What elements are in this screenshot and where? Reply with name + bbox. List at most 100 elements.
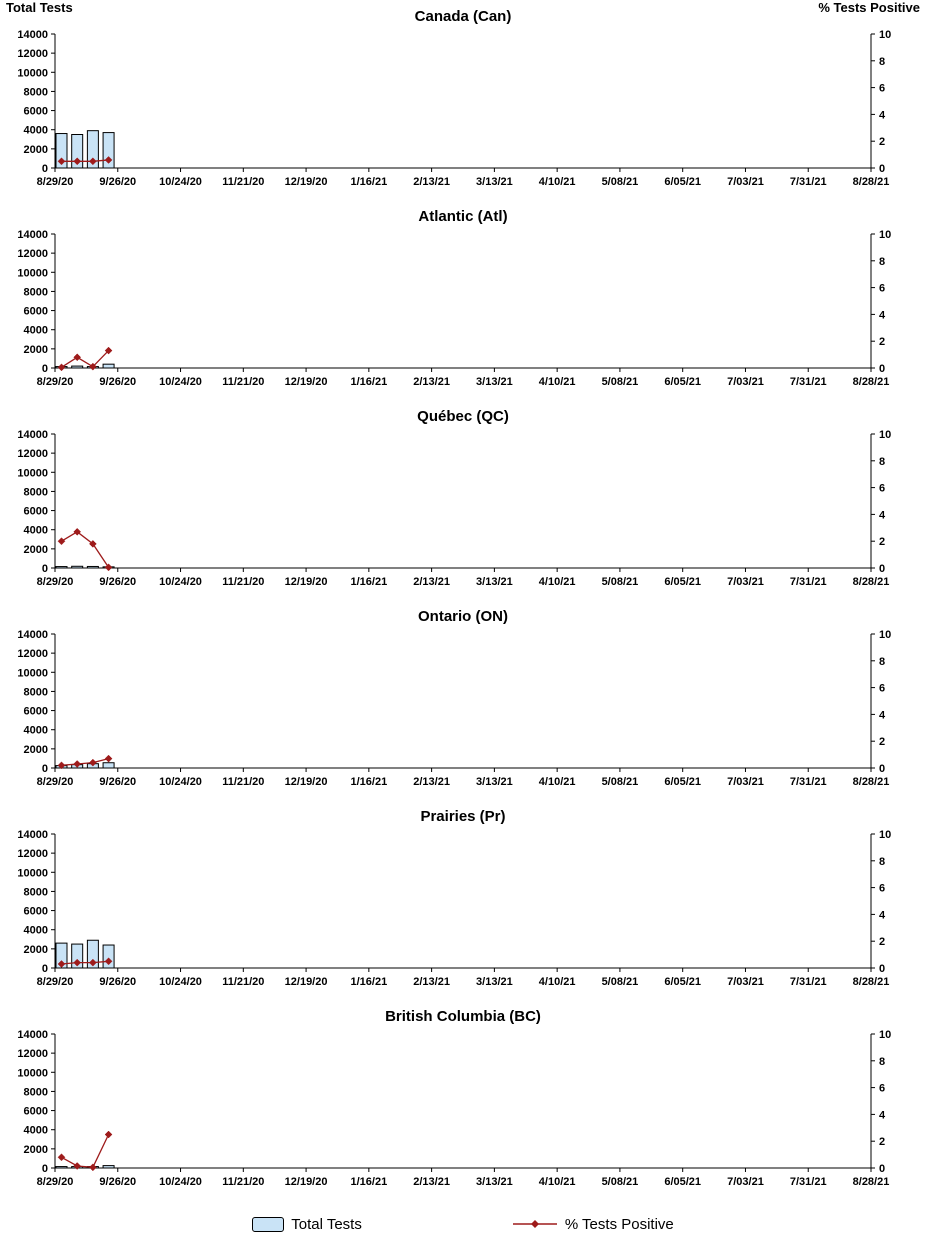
x-tick-label: 7/31/21 [790, 176, 827, 188]
total-tests-bar [102, 762, 115, 769]
x-tick-label: 5/08/21 [602, 976, 639, 988]
y-right-tick-label: 2 [879, 536, 885, 548]
pct-positive-marker [73, 760, 82, 768]
pct-positive-marker [57, 761, 66, 770]
y-right-tick-label: 6 [879, 83, 885, 95]
x-tick-label: 2/13/21 [413, 576, 450, 588]
chart-block-ontario: Ontario (ON) 0 2000 4000 6000 8000 10000 12000… [0, 600, 926, 800]
y-left-tick-label: 12000 [17, 848, 48, 860]
y-right-tick-label: 4 [879, 909, 886, 921]
chart-block-prairies: Prairies (Pr) 0 2000 4000 6000 8000 10000 1200… [0, 800, 926, 1000]
y-right-tick-label: 8 [879, 856, 885, 868]
chart-plot-canada: 0 2000 4000 6000 8000 10000 12000 14000 0 2 4 6 8 10 8… [17, 29, 891, 188]
y-left-tick-label: 12000 [17, 448, 48, 460]
x-tick-label: 10/24/20 [159, 776, 202, 788]
y-right-tick-label: 0 [879, 163, 885, 175]
pct-positive-marker [104, 957, 113, 966]
x-tick-label: 6/05/21 [664, 576, 701, 588]
y-left-tick-label: 0 [42, 563, 48, 575]
y-right-tick-label: 2 [879, 936, 885, 948]
chart-block-atlantic: Atlantic (Atl) 0 2000 4000 6000 8000 10000 120… [0, 200, 926, 400]
y-right-tick-label: 2 [879, 136, 885, 148]
y-right-tick-label: 8 [879, 1056, 885, 1068]
y-right-tick-label: 0 [879, 963, 885, 975]
chart-plot-british-columbia: 0 2000 4000 6000 8000 10000 12000 14000 0 2 4 6 8 10 8… [17, 1029, 891, 1188]
y-right-tick-label: 10 [879, 1029, 891, 1041]
x-tick-label: 6/05/21 [664, 376, 701, 388]
pct-positive-line [61, 960, 109, 965]
chart-title-ontario: Ontario (ON) [418, 608, 508, 625]
chart-plot-prairies: 0 2000 4000 6000 8000 10000 12000 14000 0 2 4 6 8 10 8… [17, 829, 891, 988]
x-tick-label: 7/03/21 [727, 1176, 764, 1188]
y-right-tick-label: 2 [879, 736, 885, 748]
chart-title-british-columbia: British Columbia (BC) [385, 1008, 541, 1025]
x-tick-label: 2/13/21 [413, 776, 450, 788]
pct-positive-marker [104, 754, 113, 763]
x-tick-label: 10/24/20 [159, 176, 202, 188]
pct-positive-line [61, 757, 109, 766]
x-tick-label: 5/08/21 [602, 776, 639, 788]
x-tick-label: 8/28/21 [853, 1176, 890, 1188]
pct-positive-marker [57, 1153, 66, 1162]
y-right-tick-label: 2 [879, 1136, 885, 1148]
x-tick-label: 8/28/21 [853, 176, 890, 188]
y-left-tick-label: 10000 [17, 667, 48, 679]
x-tick-label: 8/28/21 [853, 576, 890, 588]
total-tests-bar [55, 566, 68, 569]
total-tests-bar [86, 565, 99, 569]
x-tick-label: 7/31/21 [790, 976, 827, 988]
x-tick-label: 1/16/21 [350, 776, 387, 788]
y-right-tick-label: 10 [879, 829, 891, 841]
x-tick-label: 4/10/21 [539, 176, 576, 188]
y-right-tick-label: 8 [879, 456, 885, 468]
y-left-tick-label: 6000 [24, 306, 48, 318]
x-tick-label: 8/29/20 [37, 576, 74, 588]
pct-positive-marker [57, 363, 66, 372]
y-left-tick-label: 2000 [24, 544, 48, 556]
y-left-tick-label: 8000 [24, 886, 48, 898]
y-left-tick-label: 8000 [24, 1086, 48, 1098]
x-tick-label: 8/28/21 [853, 776, 890, 788]
y-left-tick-label: 2000 [24, 944, 48, 956]
pct-positive-marker [89, 1163, 97, 1172]
y-left-tick-label: 10000 [17, 467, 48, 479]
x-tick-label: 7/31/21 [790, 576, 827, 588]
y-left-tick-label: 12000 [17, 48, 48, 60]
pct-positive-marker [73, 958, 82, 967]
y-left-tick-label: 4000 [24, 125, 48, 137]
y-right-tick-label: 8 [879, 56, 885, 68]
y-left-tick-label: 4000 [24, 1125, 48, 1137]
pct-positive-marker [73, 157, 82, 166]
x-tick-label: 2/13/21 [413, 376, 450, 388]
total-tests-bar [71, 565, 84, 569]
y-right-tick-label: 10 [879, 629, 891, 641]
legend-item-total-tests: Total Tests [252, 1216, 362, 1233]
x-tick-label: 1/16/21 [350, 976, 387, 988]
total-tests-bar [86, 939, 99, 969]
x-tick-label: 2/13/21 [413, 1176, 450, 1188]
x-tick-label: 6/05/21 [664, 1176, 701, 1188]
x-tick-label: 7/31/21 [790, 776, 827, 788]
pct-positive-marker [89, 157, 97, 166]
x-tick-label: 11/21/20 [222, 976, 264, 988]
pct-positive-line [61, 350, 110, 368]
x-tick-label: 5/08/21 [602, 1176, 639, 1188]
y-left-tick-label: 2000 [24, 344, 48, 356]
y-left-tick-label: 4000 [24, 725, 48, 737]
y-right-tick-label: 2 [879, 336, 885, 348]
y-left-tick-label: 10000 [17, 1067, 48, 1079]
chart-plot-ontario: 0 2000 4000 6000 8000 10000 12000 14000 0 2 4 6 8 10 8… [17, 629, 891, 788]
legend-item-pct-positive: % Tests Positive [512, 1216, 674, 1233]
x-tick-label: 11/21/20 [222, 176, 264, 188]
y-left-tick-label: 14000 [17, 229, 48, 241]
x-tick-label: 6/05/21 [664, 976, 701, 988]
y-left-tick-label: 0 [42, 963, 48, 975]
x-tick-label: 11/21/20 [222, 1176, 264, 1188]
y-right-tick-label: 6 [879, 483, 885, 495]
total-tests-bar [86, 130, 99, 169]
x-tick-label: 12/19/20 [285, 376, 328, 388]
total-tests-bar [55, 942, 68, 969]
y-left-tick-label: 6000 [24, 1106, 48, 1118]
x-tick-label: 11/21/20 [222, 376, 264, 388]
